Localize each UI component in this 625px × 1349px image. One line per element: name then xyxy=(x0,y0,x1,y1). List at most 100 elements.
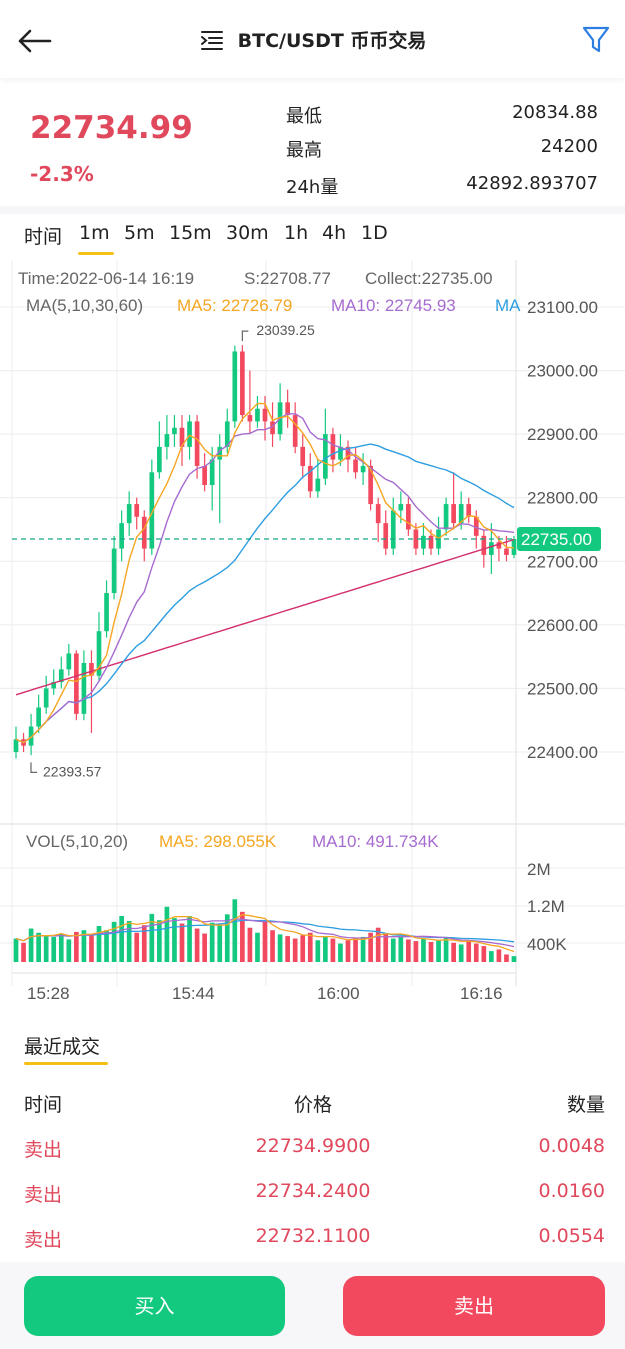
kline-chart[interactable]: Time:2022-06-14 16:19 S:22708.77 Collect… xyxy=(0,260,625,1008)
ma-more-legend: MA xyxy=(495,296,521,315)
volume-bar xyxy=(126,921,132,962)
candle-body xyxy=(375,504,381,524)
price-axis-label: 22400.00 xyxy=(527,743,598,762)
volume-bar xyxy=(66,939,72,962)
volume-bar xyxy=(307,932,313,962)
volume-bar xyxy=(398,936,404,962)
list-indent-icon[interactable] xyxy=(199,28,225,52)
volume-bar xyxy=(436,940,441,962)
ma10-legend: MA10: 22745.93 xyxy=(331,296,456,315)
recent-trades-tab-indicator xyxy=(24,1062,108,1065)
candle-body xyxy=(194,421,200,466)
volume-axis-label: 1.2M xyxy=(527,897,565,916)
stat-low-value: 20834.88 xyxy=(512,102,598,123)
volume-bar xyxy=(375,927,381,962)
candle-body xyxy=(104,593,109,632)
ma60-line xyxy=(15,538,515,696)
stat-volume: 24h量 42892.893707 xyxy=(286,173,598,203)
stat-low: 最低 20834.88 xyxy=(286,102,598,132)
volume-bar xyxy=(466,941,472,962)
buy-button[interactable]: 买入 xyxy=(24,1276,285,1336)
period-tab-time[interactable]: 时间 xyxy=(24,226,63,248)
min-price-label: 22393.57 xyxy=(43,763,102,779)
volume-bar xyxy=(315,940,321,962)
candle-body xyxy=(315,478,321,492)
period-tab-1d[interactable]: 1D xyxy=(361,222,388,244)
volume-bar xyxy=(209,922,215,962)
volume-bar xyxy=(141,925,147,962)
back-button[interactable] xyxy=(14,24,54,58)
time-axis-label: 15:28 xyxy=(27,984,70,1003)
recent-trades-tab[interactable]: 最近成交 xyxy=(24,1036,101,1058)
candle-body xyxy=(466,504,472,517)
volume-axis-label: 400K xyxy=(527,935,567,954)
volume-bar xyxy=(96,926,102,962)
period-tab-5m[interactable]: 5m xyxy=(124,222,155,244)
candle-body xyxy=(338,446,343,460)
candle-body xyxy=(187,421,192,447)
candle-body xyxy=(134,504,140,517)
max-price-label: 23039.25 xyxy=(256,322,315,338)
volume-bar xyxy=(353,937,358,962)
volume-bar xyxy=(496,949,502,962)
period-tab-1m[interactable]: 1m xyxy=(79,222,110,244)
min-marker-arrow xyxy=(30,762,37,773)
volume-bar xyxy=(473,943,479,962)
candle-body xyxy=(300,446,306,466)
ma5-line xyxy=(15,402,515,744)
period-tab-4h[interactable]: 4h xyxy=(322,222,347,244)
min-price-marker: 22393.57 xyxy=(30,762,102,779)
stat-high-label: 最高 xyxy=(286,140,322,161)
volume-bar xyxy=(43,936,49,962)
candle-body xyxy=(383,523,389,549)
candle-body xyxy=(209,459,215,485)
candle-body xyxy=(511,539,517,555)
volume-bar xyxy=(255,932,260,962)
vol-ma10-legend: MA10: 491.734K xyxy=(312,832,439,851)
period-active-indicator xyxy=(78,252,114,255)
volume-bar xyxy=(172,918,177,962)
candle-body xyxy=(428,535,434,549)
filter-icon xyxy=(582,26,610,53)
period-tab-1h[interactable]: 1h xyxy=(284,222,309,244)
vol-ma5-legend: MA5: 298.055K xyxy=(159,832,277,851)
volume-bar xyxy=(134,932,140,962)
candle-body xyxy=(240,351,245,416)
candle-body xyxy=(406,504,411,530)
last-price: 22734.99 xyxy=(30,110,193,146)
kline-chart-svg[interactable]: Time:2022-06-14 16:19 S:22708.77 Collect… xyxy=(0,260,625,1008)
candle-body xyxy=(390,510,396,549)
trade-row: 卖出 22734.9900 0.0048 xyxy=(0,1135,625,1165)
candle-body xyxy=(217,446,223,460)
period-tab-15m[interactable]: 15m xyxy=(169,222,212,244)
sell-button[interactable]: 卖出 xyxy=(343,1276,605,1336)
candle-body xyxy=(232,351,238,422)
max-marker-arrow xyxy=(241,330,249,342)
candle-body xyxy=(398,504,404,511)
vol-ma5-line xyxy=(15,914,515,953)
volume-bar xyxy=(406,939,411,962)
volume-bar xyxy=(262,921,268,962)
volume-bar xyxy=(285,936,290,962)
candle-body xyxy=(353,459,358,473)
page-title-group: BTC/USDT 币币交易 xyxy=(0,26,625,53)
candle-body xyxy=(179,427,185,447)
candle-body xyxy=(368,465,373,505)
candle-body xyxy=(36,707,41,727)
period-tab-30m[interactable]: 30m xyxy=(226,222,269,244)
volume-bar xyxy=(481,946,487,962)
volume-bar xyxy=(270,930,275,962)
volume-bar xyxy=(179,923,185,962)
volume-bar xyxy=(300,935,306,962)
volume-ma-lines xyxy=(15,914,515,953)
ma-lines xyxy=(15,402,515,744)
trade-row: 卖出 22734.2400 0.0160 xyxy=(0,1180,625,1210)
price-axis-label: 23000.00 xyxy=(527,362,598,381)
volume-bars xyxy=(13,899,517,962)
trade-side: 卖出 xyxy=(24,1139,63,1161)
candle-body xyxy=(262,408,268,422)
action-bar: 买入 卖出 xyxy=(0,1262,625,1349)
candle-body xyxy=(119,523,124,549)
filter-button[interactable] xyxy=(581,24,611,56)
ma30-line xyxy=(15,443,515,744)
